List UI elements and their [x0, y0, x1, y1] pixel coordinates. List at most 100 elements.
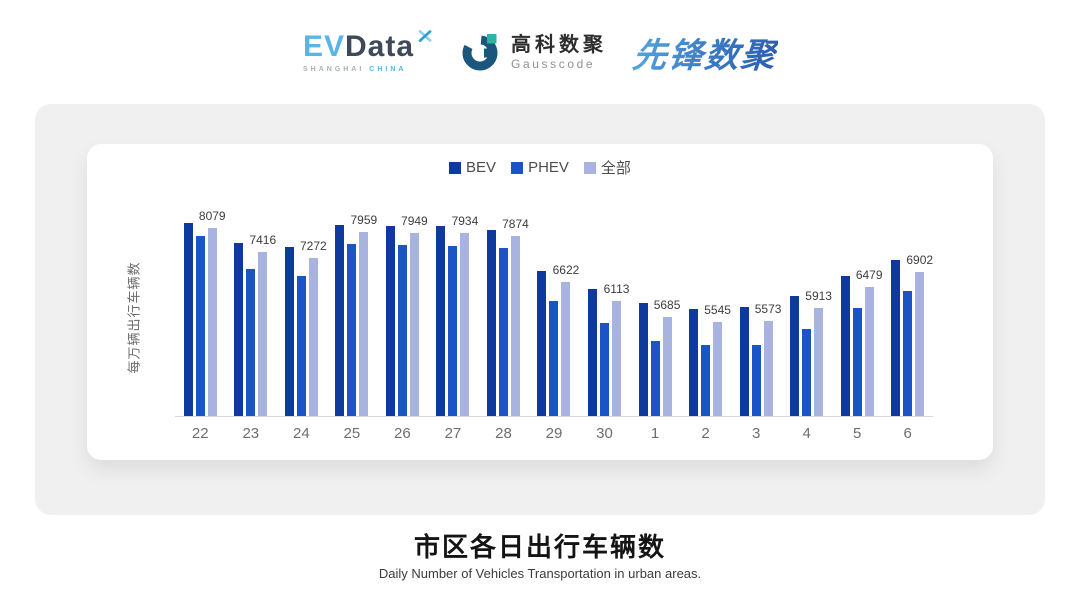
bar-phev	[397, 244, 407, 416]
bar-phev	[751, 344, 761, 416]
bar-bev	[385, 226, 395, 416]
bar-phev	[498, 247, 508, 416]
x-axis-label: 28	[495, 425, 512, 442]
legend-item-all[interactable]: 全部	[583, 157, 631, 178]
bar-bev	[689, 309, 699, 416]
bar-all	[258, 252, 268, 416]
bar-group-30: 6113 30	[579, 217, 630, 442]
bar-bev	[335, 225, 345, 416]
bar-group-6: 6902 6	[882, 217, 933, 442]
x-axis-label: 22	[191, 425, 209, 442]
legend-item-phev[interactable]: PHEV	[511, 159, 569, 176]
bar-group-2: 5545 2	[680, 217, 731, 442]
bar-phev	[650, 341, 660, 416]
bar-phev	[195, 236, 205, 416]
bar-bev	[234, 243, 244, 416]
value-label: 8079	[198, 208, 226, 223]
bar-phev	[347, 244, 357, 416]
value-label: 7934	[451, 214, 479, 229]
legend-swatch-all	[583, 161, 596, 174]
bar-bev	[840, 275, 850, 416]
chart-subtitle: Daily Number of Vehicles Transportation …	[378, 566, 702, 581]
bar-bev	[537, 271, 547, 416]
value-label: 7949	[401, 213, 428, 228]
evdata-sparkle-icon	[418, 30, 432, 42]
bar-all	[561, 281, 571, 416]
bar-group-3: 5573 3	[731, 217, 782, 442]
bar-group-26: 7949 26	[377, 213, 428, 442]
x-axis-label: 2	[701, 425, 710, 442]
gausscode-logo: 高科数聚 Gausscode	[460, 31, 607, 73]
gausscode-en-text: Gausscode	[511, 56, 596, 71]
legend-label-all: 全部	[600, 160, 631, 177]
bar-phev	[549, 301, 559, 416]
bar-all	[864, 287, 874, 416]
bar-all	[510, 235, 520, 416]
bar-all	[713, 321, 723, 416]
bar-group-23: 7416 23	[226, 217, 277, 442]
value-label: 5913	[805, 289, 832, 304]
x-axis-label: 26	[394, 425, 411, 442]
bar-phev	[246, 269, 256, 416]
x-axis-label: 25	[343, 425, 361, 442]
x-axis-label: 23	[242, 425, 260, 442]
bar-all	[460, 233, 470, 416]
bar-all	[612, 300, 622, 416]
bar-all	[308, 257, 318, 416]
value-label: 6113	[603, 281, 630, 296]
bar-phev	[600, 322, 610, 416]
value-label: 7272	[299, 238, 327, 253]
gausscode-cn-text: 高科数聚	[511, 33, 608, 56]
bar-group-29: 6622 29	[529, 217, 579, 442]
bar-group-5: 6479 5	[832, 217, 883, 442]
bar-group-28: 7874 28	[478, 216, 529, 442]
bar-all	[814, 308, 824, 416]
x-axis-label: 1	[650, 425, 660, 442]
x-axis-label: 30	[596, 425, 613, 442]
legend-swatch-phev	[511, 161, 524, 174]
bar-group-4: 5913 4	[781, 217, 832, 442]
y-axis-label-box: 每万辆出行车辆数	[111, 217, 155, 417]
bar-phev	[802, 329, 812, 416]
y-axis-label: 每万辆出行车辆数	[126, 260, 142, 374]
chart-card: BEV PHEV 全部 每万辆出行车辆数 8079 22 7416 23 7272 24 795…	[87, 144, 993, 460]
bar-all	[207, 227, 217, 416]
bar-group-1: 5685 1	[630, 217, 681, 442]
evdata-ev-text: EV	[302, 30, 345, 63]
bar-group-22: 8079 22	[175, 209, 226, 442]
bar-bev	[790, 296, 800, 416]
x-axis-label: 4	[802, 425, 811, 442]
bar-group-25: 7959 25	[327, 213, 377, 442]
bar-all	[915, 271, 925, 416]
bar-phev	[903, 290, 913, 416]
x-axis-label: 6	[903, 425, 912, 442]
bar-bev	[436, 225, 446, 416]
legend-swatch-bev	[449, 161, 462, 174]
bar-all	[763, 320, 773, 416]
value-label: 7874	[502, 216, 529, 231]
header-logos: EVData SHANGHAI CHINA 高科数聚 Gausscode 先锋数…	[0, 16, 1080, 88]
bar-phev	[448, 246, 458, 416]
bar-bev	[284, 247, 294, 416]
bar-bev	[486, 229, 496, 416]
x-axis-label: 5	[853, 425, 862, 442]
value-label: 7416	[249, 233, 277, 248]
value-label: 6479	[855, 268, 883, 283]
x-axis-label: 27	[444, 425, 462, 442]
bar-all	[662, 316, 672, 416]
bar-bev	[638, 303, 648, 416]
value-label: 5685	[653, 297, 681, 312]
evdata-logo: EVData SHANGHAI CHINA	[302, 30, 434, 73]
chart-title: 市区各日出行车辆数	[413, 532, 666, 562]
bar-bev	[183, 223, 193, 416]
bar-all	[359, 232, 369, 416]
x-axis-label: 24	[292, 425, 310, 442]
bar-bev	[739, 307, 749, 416]
x-axis-label: 3	[751, 425, 761, 442]
legend-item-bev[interactable]: BEV	[449, 159, 496, 176]
value-label: 5573	[754, 301, 782, 316]
bar-group-27: 7934 27	[428, 214, 479, 442]
evdata-data-text: Data	[345, 30, 415, 63]
gausscode-icon	[462, 34, 498, 71]
bar-bev	[588, 289, 598, 416]
